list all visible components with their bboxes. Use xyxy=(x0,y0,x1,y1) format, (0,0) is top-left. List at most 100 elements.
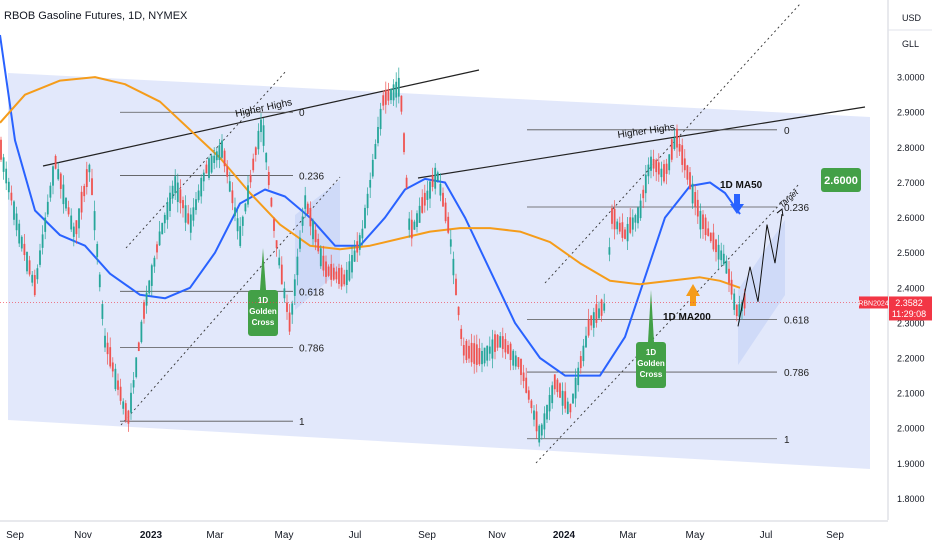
candle-body xyxy=(574,377,577,399)
candle-body xyxy=(343,274,346,285)
candle-body xyxy=(215,151,218,161)
candle-body xyxy=(273,219,275,231)
candle-body xyxy=(301,216,304,226)
candle-body xyxy=(241,216,244,226)
candle-body xyxy=(478,348,481,365)
candle-body xyxy=(715,239,717,253)
candle-body xyxy=(254,147,257,155)
candle-body xyxy=(382,95,385,106)
candle-body xyxy=(483,347,486,364)
golden-cross-left-text: Cross xyxy=(252,318,275,327)
candle-body xyxy=(169,192,171,211)
x-tick-label: Jul xyxy=(349,530,362,541)
candle-body xyxy=(119,386,122,401)
candle-body xyxy=(475,344,478,365)
candle-body xyxy=(556,379,559,393)
candle-body xyxy=(218,145,221,160)
candle-body xyxy=(533,410,535,420)
candle-body xyxy=(595,304,598,323)
candle-body xyxy=(611,208,613,224)
candle-body xyxy=(109,347,112,367)
candle-body xyxy=(179,189,182,204)
candle-body xyxy=(670,139,673,160)
candle-body xyxy=(260,119,262,133)
candle-body xyxy=(106,342,109,355)
candle-body xyxy=(265,152,268,163)
fib-label-right: 1 xyxy=(784,435,790,446)
candle-body xyxy=(728,268,730,283)
projection-path xyxy=(737,214,783,327)
candle-body xyxy=(561,390,564,406)
candle-body xyxy=(369,179,372,188)
y-tick-label: 2.3000 xyxy=(897,318,925,328)
candle-body xyxy=(280,264,283,285)
candle-body xyxy=(512,350,515,366)
fib-label-left: 1 xyxy=(299,417,305,428)
candle-body xyxy=(205,164,208,174)
fib-label-left: 0.618 xyxy=(299,287,324,298)
candle-body xyxy=(527,390,530,400)
candle-body xyxy=(275,240,278,248)
candle-body xyxy=(543,413,546,430)
candle-body xyxy=(702,214,704,230)
candle-body xyxy=(650,156,652,171)
candle-body xyxy=(236,218,239,232)
candle-body xyxy=(65,197,67,209)
candle-body xyxy=(314,229,317,243)
candle-body xyxy=(286,302,288,312)
candle-body xyxy=(262,125,265,146)
candle-body xyxy=(57,169,60,180)
candle-body xyxy=(148,280,151,294)
candle-body xyxy=(488,346,491,354)
candle-body xyxy=(613,208,616,230)
candle-body xyxy=(504,339,507,353)
candle-body xyxy=(507,345,509,354)
price-axis-bg xyxy=(888,0,932,550)
candle-body xyxy=(691,183,694,204)
candle-body xyxy=(161,222,164,235)
candle-body xyxy=(335,271,338,280)
candle-body xyxy=(436,172,439,181)
candle-body xyxy=(130,392,132,413)
candle-body xyxy=(538,425,541,443)
candle-body xyxy=(517,357,520,367)
candle-body xyxy=(104,335,106,348)
last-price-countdown: 11:29:08 xyxy=(892,309,926,319)
y-tick-label: 2.4000 xyxy=(897,283,925,293)
candle-body xyxy=(462,345,465,356)
candle-body xyxy=(345,269,348,286)
candle-body xyxy=(652,159,655,169)
candle-body xyxy=(553,374,556,390)
candle-body xyxy=(657,162,660,175)
candle-body xyxy=(725,260,728,274)
fib-label-right: 0.618 xyxy=(784,315,809,326)
candle-body xyxy=(663,164,665,182)
candle-body xyxy=(244,203,247,212)
candle-body xyxy=(304,195,307,209)
candle-body xyxy=(189,214,192,233)
candle-body xyxy=(309,207,312,227)
fibonacci-layer: 0 0.236 0.618 0.786 1 0 0.236 0.618 0.786 1 xyxy=(120,108,809,446)
candle-body xyxy=(468,345,470,359)
candle-body xyxy=(174,176,177,194)
candle-body xyxy=(361,228,364,239)
x-tick-label: Jul xyxy=(760,530,773,541)
candle-body xyxy=(405,177,408,188)
candle-body xyxy=(618,222,621,232)
candle-body xyxy=(689,172,691,190)
candle-body xyxy=(421,197,424,213)
golden-cross-left-pointer xyxy=(260,248,266,290)
x-tick-label: Sep xyxy=(6,530,24,541)
x-tick-label: May xyxy=(275,530,294,541)
currency-label: USD xyxy=(902,13,922,23)
candle-body xyxy=(10,192,13,201)
candle-body xyxy=(122,401,125,409)
candle-body xyxy=(681,145,684,165)
candle-body xyxy=(39,250,41,265)
candle-body xyxy=(426,190,429,200)
candle-body xyxy=(616,221,619,230)
y-tick-label: 2.5000 xyxy=(897,248,925,258)
fib-label-left: 0 xyxy=(299,108,305,119)
